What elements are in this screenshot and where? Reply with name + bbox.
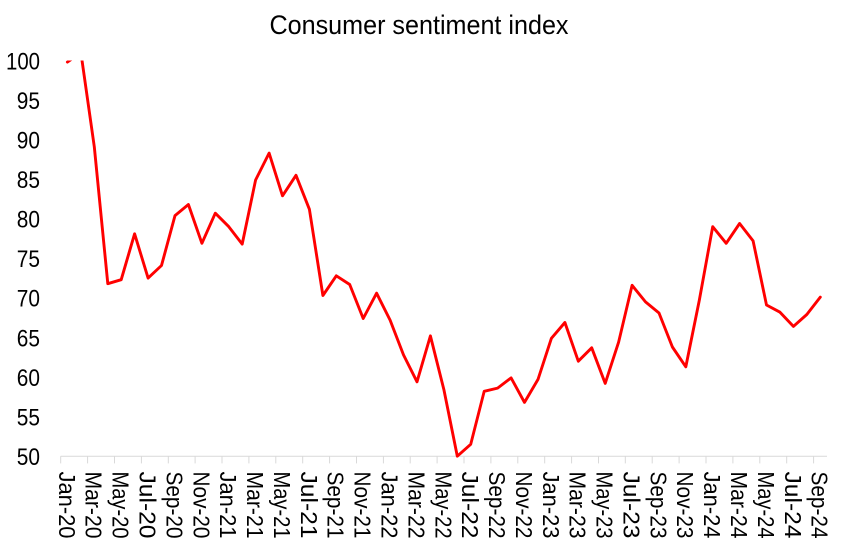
svg-text:Nov-22: Nov-22 xyxy=(511,472,537,539)
svg-text:75: 75 xyxy=(17,246,40,273)
svg-text:Jan-21: Jan-21 xyxy=(215,472,241,539)
svg-text:Mar-20: Mar-20 xyxy=(81,472,107,539)
svg-text:50: 50 xyxy=(17,444,40,471)
svg-text:100: 100 xyxy=(6,48,40,75)
svg-text:70: 70 xyxy=(17,286,40,313)
svg-text:85: 85 xyxy=(17,167,40,194)
svg-text:Sep-20: Sep-20 xyxy=(161,472,187,539)
svg-text:Mar-24: Mar-24 xyxy=(726,472,752,539)
svg-text:Jul-20: Jul-20 xyxy=(135,472,161,539)
svg-text:May-20: May-20 xyxy=(108,472,134,539)
svg-text:Jul-24: Jul-24 xyxy=(780,472,806,539)
svg-text:Jul-22: Jul-22 xyxy=(457,472,483,539)
svg-text:Jan-23: Jan-23 xyxy=(538,472,564,539)
svg-text:May-23: May-23 xyxy=(592,472,618,539)
svg-text:Jul-21: Jul-21 xyxy=(296,472,322,539)
svg-text:Nov-23: Nov-23 xyxy=(672,472,698,539)
svg-text:Jul-23: Jul-23 xyxy=(619,472,645,539)
svg-text:Consumer sentiment index: Consumer sentiment index xyxy=(270,10,569,40)
svg-text:Mar-23: Mar-23 xyxy=(565,472,591,539)
svg-text:Mar-21: Mar-21 xyxy=(242,472,268,539)
svg-text:Sep-22: Sep-22 xyxy=(484,472,510,539)
svg-text:Sep-23: Sep-23 xyxy=(645,472,671,539)
svg-text:Nov-21: Nov-21 xyxy=(350,472,376,539)
svg-text:May-21: May-21 xyxy=(269,472,295,539)
svg-text:Jan-22: Jan-22 xyxy=(377,472,403,539)
svg-text:May-22: May-22 xyxy=(430,472,456,539)
svg-text:Nov-20: Nov-20 xyxy=(188,472,214,539)
svg-text:90: 90 xyxy=(17,127,40,154)
svg-text:80: 80 xyxy=(17,207,40,234)
svg-text:May-24: May-24 xyxy=(753,472,779,539)
svg-text:95: 95 xyxy=(17,88,40,115)
svg-text:Mar-22: Mar-22 xyxy=(403,472,429,539)
svg-text:55: 55 xyxy=(17,404,40,431)
svg-text:Sep-21: Sep-21 xyxy=(323,472,349,539)
svg-text:60: 60 xyxy=(17,365,40,392)
svg-text:Sep-24: Sep-24 xyxy=(807,472,833,539)
svg-text:65: 65 xyxy=(17,325,40,352)
svg-text:Jan-24: Jan-24 xyxy=(699,472,725,539)
svg-text:Jan-20: Jan-20 xyxy=(54,472,80,539)
